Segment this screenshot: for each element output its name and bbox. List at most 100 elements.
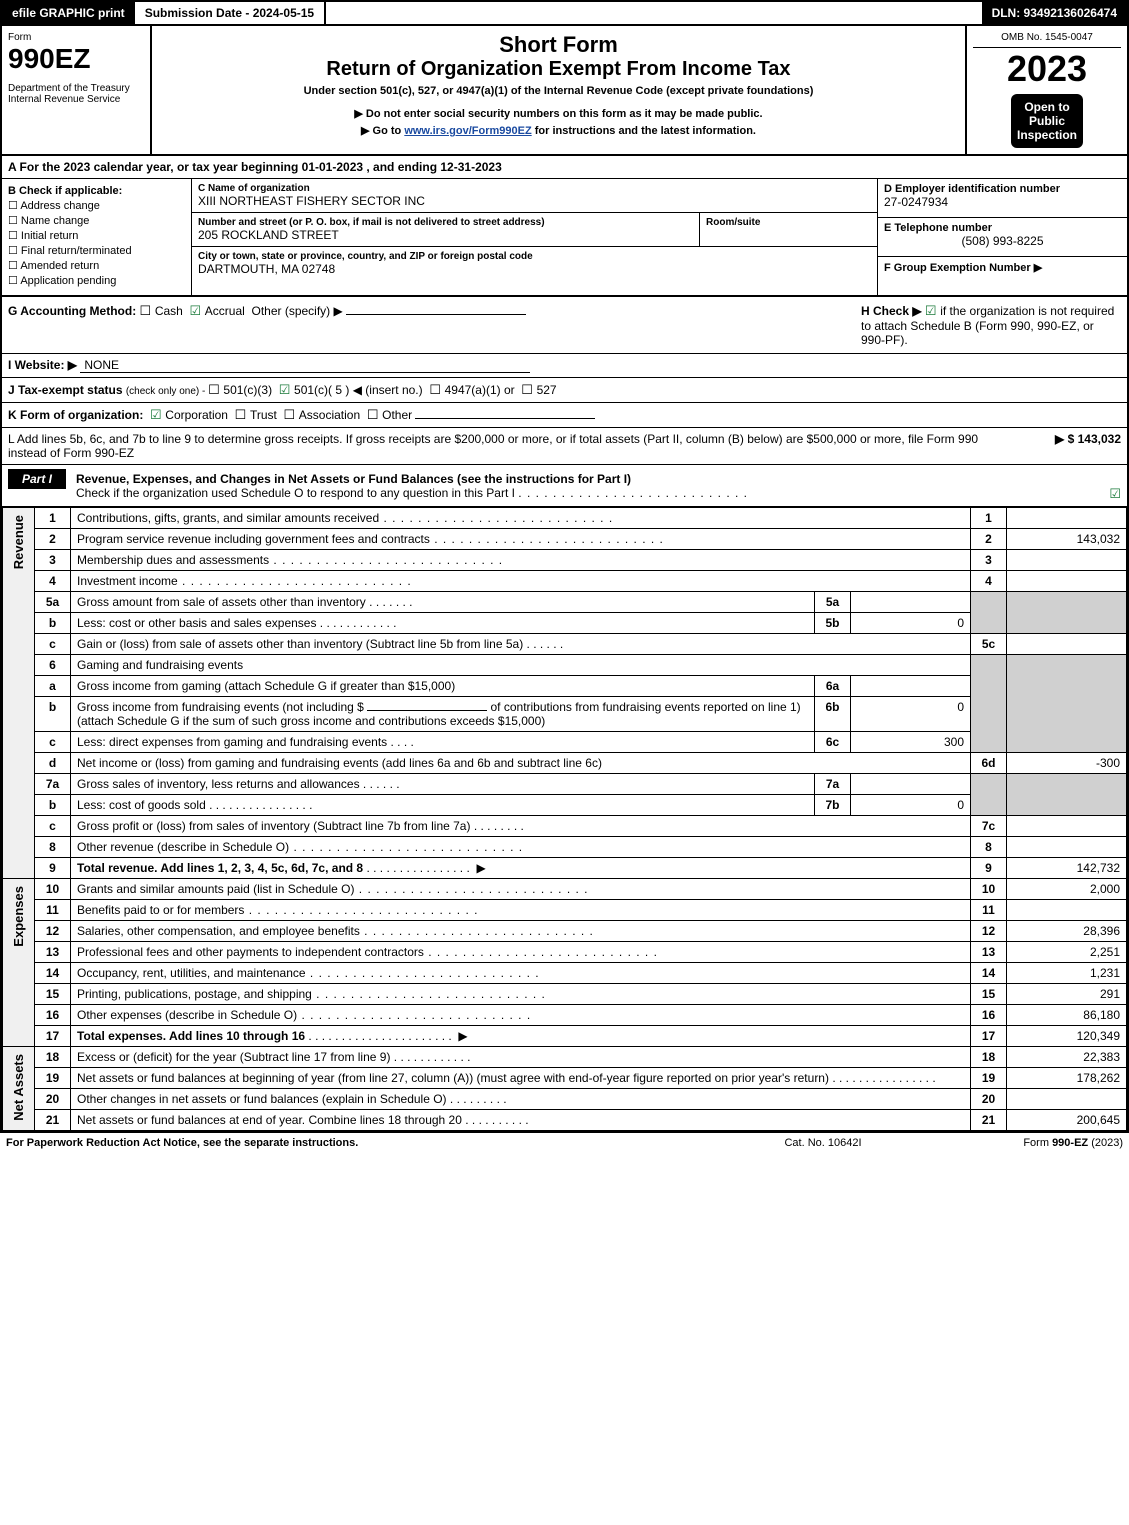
row-6b: b Gross income from fundraising events (…	[3, 697, 1127, 732]
ln3-amt	[1007, 550, 1127, 571]
chk-schedule-o[interactable]	[1109, 486, 1121, 502]
ln13-desc: Professional fees and other payments to …	[77, 945, 658, 959]
chk-initial-return[interactable]: Initial return	[8, 229, 185, 242]
sec-i: I Website: ▶ NONE	[2, 354, 1127, 378]
side-net-assets: Net Assets	[9, 1050, 28, 1125]
chk-assoc[interactable]	[284, 408, 299, 422]
chk-application-pending[interactable]: Application pending	[8, 274, 185, 287]
other-specify-input[interactable]	[346, 314, 526, 315]
ln5c-desc: Gain or (loss) from sale of assets other…	[77, 637, 523, 651]
ln11-desc: Benefits paid to or for members	[77, 903, 478, 917]
ln16-lineno: 16	[971, 1005, 1007, 1026]
ln9-lineno: 9	[971, 858, 1007, 879]
row-18: Net Assets 18 Excess or (deficit) for th…	[3, 1047, 1127, 1068]
ln2-desc: Program service revenue including govern…	[77, 532, 664, 546]
goto-link[interactable]: www.irs.gov/Form990EZ	[404, 125, 531, 137]
row-7c: c Gross profit or (loss) from sales of i…	[3, 816, 1127, 837]
chk-name-change[interactable]: Name change	[8, 214, 185, 227]
row-11: 11 Benefits paid to or for members 11	[3, 900, 1127, 921]
lbl-501c: 501(c)( 5 ) ◀ (insert no.)	[294, 383, 423, 397]
lbl-corp: Corporation	[165, 408, 228, 422]
ln5-grey-amt	[1007, 592, 1127, 634]
ln7c-lineno: 7c	[971, 816, 1007, 837]
topbar: efile GRAPHIC print Submission Date - 20…	[2, 2, 1127, 26]
ln7a-desc: Gross sales of inventory, less returns a…	[77, 777, 360, 791]
lbl-assoc: Association	[299, 408, 360, 422]
section-def: D Employer identification number 27-0247…	[877, 179, 1127, 295]
section-a: A For the 2023 calendar year, or tax yea…	[2, 156, 1127, 179]
open-line2: Public	[1017, 114, 1077, 128]
efile-print[interactable]: efile GRAPHIC print	[2, 2, 135, 24]
city-label: City or town, state or province, country…	[198, 251, 871, 262]
footer-left: For Paperwork Reduction Act Notice, see …	[6, 1137, 723, 1149]
ln7c-num: c	[35, 816, 71, 837]
ln3-desc: Membership dues and assessments	[77, 553, 503, 567]
sec-j-label: J Tax-exempt status	[8, 383, 123, 397]
ln19-lineno: 19	[971, 1068, 1007, 1089]
lbl-other-org: Other	[382, 408, 412, 422]
ln16-num: 16	[35, 1005, 71, 1026]
dept-treasury: Department of the Treasury	[8, 83, 144, 94]
org-name: XIII NORTHEAST FISHERY SECTOR INC	[198, 194, 871, 208]
chk-501c[interactable]	[279, 383, 294, 397]
chk-cash[interactable]	[140, 304, 155, 318]
ln15-num: 15	[35, 984, 71, 1005]
group-exemption-label: F Group Exemption Number ▶	[884, 261, 1121, 274]
chk-corp[interactable]	[150, 408, 165, 422]
row-19: 19 Net assets or fund balances at beginn…	[3, 1068, 1127, 1089]
row-4: 4 Investment income 4	[3, 571, 1127, 592]
chk-final-return[interactable]: Final return/terminated	[8, 244, 185, 257]
lbl-501c3: 501(c)(3)	[223, 383, 272, 397]
chk-other-org[interactable]	[367, 408, 382, 422]
sec-l-amount: ▶ $ 143,032	[1001, 432, 1121, 460]
row-14: 14 Occupancy, rent, utilities, and maint…	[3, 963, 1127, 984]
ln2-lineno: 2	[971, 529, 1007, 550]
sec-h: H Check ▶ if the organization is not req…	[851, 303, 1121, 347]
ln13-num: 13	[35, 942, 71, 963]
chk-address-change[interactable]: Address change	[8, 199, 185, 212]
row-9: 9 Total revenue. Add lines 1, 2, 3, 4, 5…	[3, 858, 1127, 879]
ln6c-num: c	[35, 732, 71, 753]
ln19-num: 19	[35, 1068, 71, 1089]
other-org-input[interactable]	[415, 418, 595, 419]
ssn-warning: ▶ Do not enter social security numbers o…	[162, 107, 955, 120]
chk-527[interactable]	[521, 383, 536, 397]
room-label: Room/suite	[706, 217, 871, 228]
street-label: Number and street (or P. O. box, if mail…	[198, 217, 693, 228]
chk-accrual[interactable]	[190, 304, 205, 318]
ln1-amt	[1007, 508, 1127, 529]
sec-g: G Accounting Method: Cash Accrual Other …	[8, 303, 851, 347]
ln8-num: 8	[35, 837, 71, 858]
chk-sched-b[interactable]	[925, 304, 940, 318]
chk-amended-return[interactable]: Amended return	[8, 259, 185, 272]
chk-501c3[interactable]	[208, 383, 223, 397]
side-revenue: Revenue	[9, 511, 28, 573]
ln18-lineno: 18	[971, 1047, 1007, 1068]
ln5a-sub: 5a	[815, 592, 851, 613]
row-6d: d Net income or (loss) from gaming and f…	[3, 753, 1127, 774]
ln5c-num: c	[35, 634, 71, 655]
dept-irs: Internal Revenue Service	[8, 94, 144, 105]
ln7c-desc: Gross profit or (loss) from sales of inv…	[77, 819, 470, 833]
ln5b-num: b	[35, 613, 71, 634]
row-20: 20 Other changes in net assets or fund b…	[3, 1089, 1127, 1110]
chk-4947[interactable]	[429, 383, 444, 397]
ln7a-num: 7a	[35, 774, 71, 795]
ln6b-blank[interactable]	[367, 710, 487, 711]
section-bcdef: B Check if applicable: Address change Na…	[2, 179, 1127, 297]
ln7-grey	[971, 774, 1007, 816]
row-12: 12 Salaries, other compensation, and emp…	[3, 921, 1127, 942]
ln7a-sv	[851, 774, 971, 795]
ein-label: D Employer identification number	[884, 183, 1121, 195]
ln6-desc: Gaming and fundraising events	[77, 658, 243, 672]
row-5b: b Less: cost or other basis and sales ex…	[3, 613, 1127, 634]
chk-trust[interactable]	[235, 408, 250, 422]
part1-title: Revenue, Expenses, and Changes in Net As…	[76, 472, 1121, 486]
row-15: 15 Printing, publications, postage, and …	[3, 984, 1127, 1005]
ln6c-desc: Less: direct expenses from gaming and fu…	[77, 735, 387, 749]
ln13-lineno: 13	[971, 942, 1007, 963]
ln6a-sub: 6a	[815, 676, 851, 697]
room-cell: Room/suite	[699, 213, 877, 246]
ln10-amt: 2,000	[1007, 879, 1127, 900]
footer-right-post: (2023)	[1091, 1137, 1123, 1149]
